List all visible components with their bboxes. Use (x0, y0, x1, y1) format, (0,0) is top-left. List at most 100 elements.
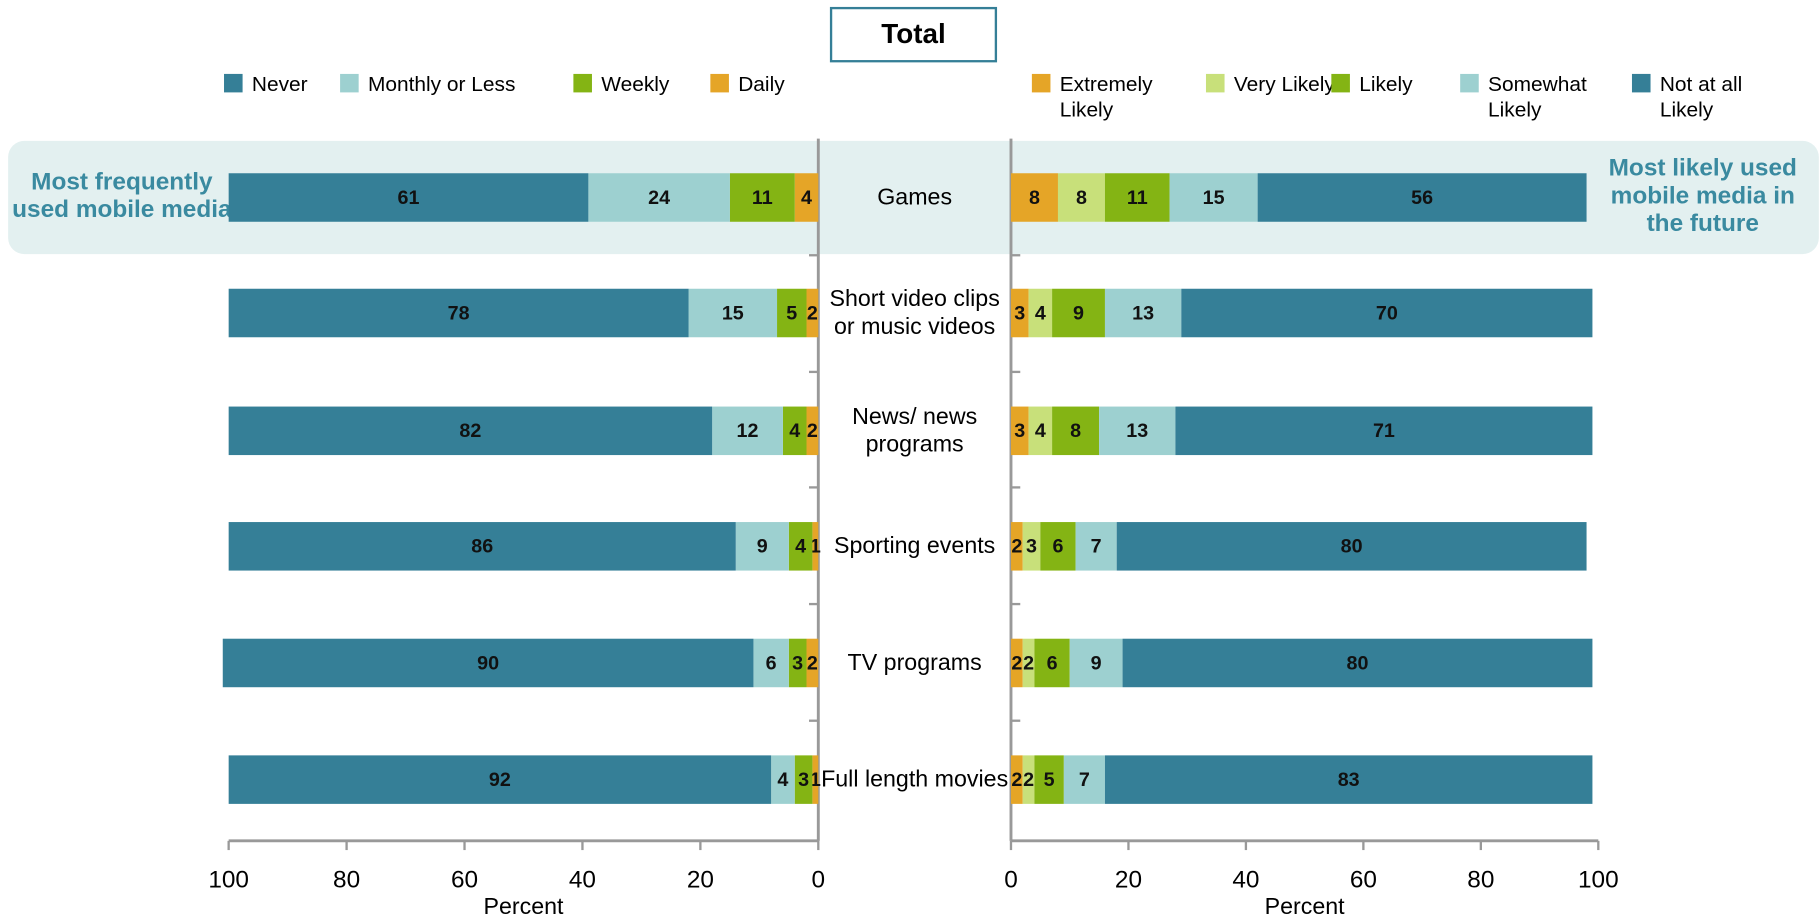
legend-swatch (1205, 73, 1225, 93)
data-label: 70 (1376, 302, 1398, 324)
data-label: 80 (1347, 652, 1369, 674)
bar-segment (688, 288, 778, 338)
data-label: 2 (1023, 652, 1034, 674)
legend-label-box: Monthly or Less (367, 72, 516, 96)
annotation: Most frequently used mobile media (12, 168, 232, 223)
title-box (829, 6, 998, 63)
bar-segment (771, 755, 795, 804)
bar-segment (588, 173, 730, 222)
x-tick-label: 100 (208, 867, 249, 894)
legend-swatch (224, 73, 243, 93)
bar-segment (753, 638, 789, 688)
x-axis-label: Percent (484, 893, 565, 919)
data-label: 5 (1044, 769, 1055, 791)
data-label: 3 (798, 769, 809, 791)
data-label: 3 (1014, 302, 1025, 324)
x-tick-label: 0 (1004, 867, 1018, 894)
bar-segment (1063, 755, 1105, 804)
data-label: 86 (471, 536, 493, 558)
data-label: 9 (1073, 302, 1084, 324)
data-label: 4 (1035, 420, 1046, 442)
x-tick-label: 80 (1467, 867, 1494, 894)
data-label: 92 (489, 769, 511, 791)
data-label: 82 (459, 420, 481, 442)
data-label: 8 (1076, 187, 1087, 209)
bar-segment (1122, 638, 1593, 688)
bar-segment (1104, 755, 1593, 804)
bar-segment (1022, 755, 1035, 804)
bar-segment (782, 406, 807, 456)
annotation-box: Most likely used mobile media in the fut… (1608, 154, 1797, 237)
data-label: 78 (448, 302, 470, 324)
category-label: TV programs (847, 650, 982, 676)
x-tick-label: 40 (1232, 867, 1259, 894)
bar-segment (228, 406, 713, 456)
bar-segment (712, 406, 783, 456)
bar-segment (788, 522, 813, 571)
bar-segment (812, 522, 819, 571)
data-label: 5 (786, 302, 797, 324)
bar-segment (806, 406, 819, 456)
category-label: Sporting events (833, 533, 996, 560)
bar-segment (228, 522, 736, 571)
legend-label-box: Weekly (601, 72, 670, 96)
bar-segment (1040, 522, 1076, 571)
data-label: 9 (757, 536, 768, 558)
data-label: 61 (398, 187, 420, 209)
data-label: 15 (722, 302, 744, 324)
data-label: 8 (1029, 187, 1040, 209)
category-label-box: Sporting events (833, 533, 996, 560)
legend-label: Very Likely (1233, 72, 1335, 96)
legend-label: Weekly (601, 72, 670, 96)
bar-segment (1034, 755, 1064, 804)
annotation: Most likely used mobile media in the fut… (1608, 154, 1797, 237)
legend-label: Likely (1359, 72, 1413, 96)
bar-segment (794, 755, 813, 804)
legend-label: Daily (738, 72, 785, 96)
data-label: 4 (777, 769, 788, 791)
data-label: 3 (1014, 420, 1025, 442)
x-axis-label: Percent (1265, 893, 1346, 919)
category-label-box: Games (877, 184, 953, 211)
data-label: 3 (792, 652, 803, 674)
bar-segment (1181, 288, 1593, 338)
data-label: 56 (1411, 187, 1433, 209)
bar-segment (735, 522, 789, 571)
data-label: 1 (810, 536, 821, 558)
data-label: 9 (1091, 652, 1102, 674)
bar-segment (1010, 173, 1058, 222)
bar-segment (1052, 288, 1105, 338)
data-label: 71 (1373, 420, 1395, 442)
category-label: News/ news programs (852, 404, 978, 458)
bar-segment (1010, 288, 1029, 338)
bar-segment (1069, 638, 1123, 688)
category-label: Full length movies (821, 766, 1009, 793)
x-tick-label: 40 (569, 867, 596, 894)
data-label: 80 (1341, 536, 1363, 558)
category-label: Games (877, 184, 953, 211)
chart-title: Total (881, 18, 945, 49)
bar-segment (1257, 173, 1587, 222)
legend-label: Not at all Likely (1659, 72, 1743, 122)
data-label: 2 (1023, 769, 1034, 791)
legend-label-box: Extremely Likely (1060, 73, 1153, 122)
bar-segment (777, 288, 807, 338)
category-label-box: Short video clips or music videos (829, 286, 999, 339)
legend-label: Never (251, 72, 308, 96)
legend-swatch (1331, 73, 1350, 93)
bar-segment (1028, 406, 1053, 456)
x-tick-label: 80 (333, 867, 360, 894)
bar-segment (1010, 406, 1029, 456)
x-tick-label: 60 (451, 867, 478, 894)
data-label: 90 (477, 652, 499, 674)
data-label: 2 (1011, 652, 1022, 674)
bar-segment (806, 638, 819, 688)
data-label: 11 (1127, 187, 1148, 209)
bar-segment (812, 755, 819, 804)
legend-swatch (1460, 73, 1479, 93)
bar-segment (1022, 638, 1035, 688)
bar-segment (1104, 288, 1182, 338)
legend-label: Monthly or Less (367, 72, 516, 96)
bar-segment (1099, 406, 1176, 456)
